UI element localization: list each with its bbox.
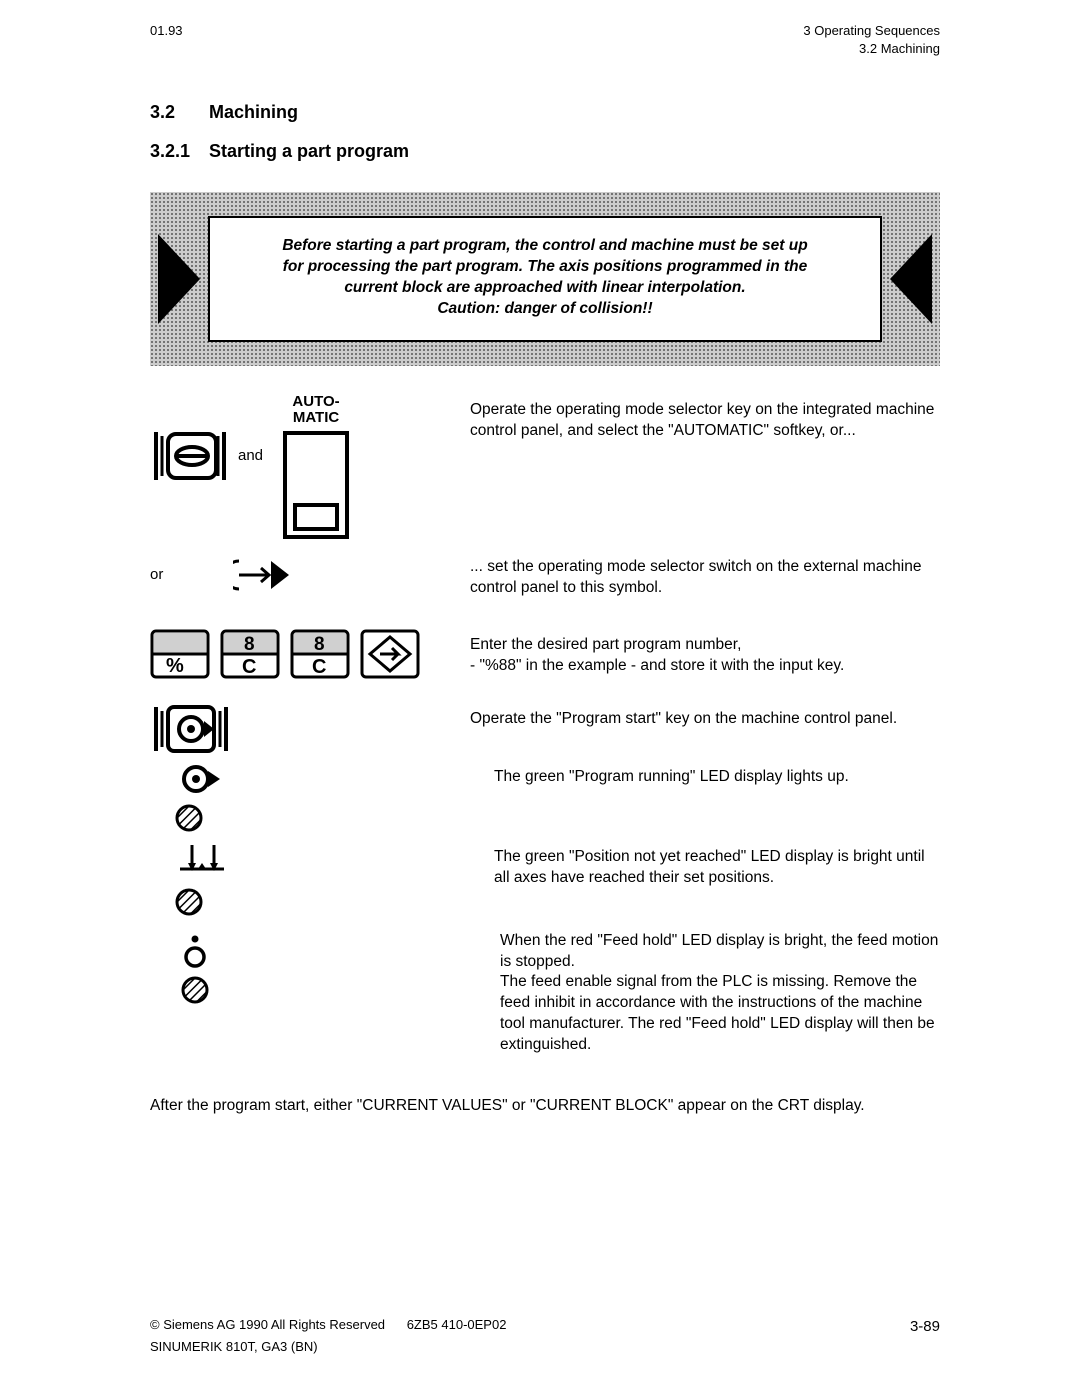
input-store-key-icon	[360, 629, 420, 681]
warning-box: Before starting a part program, the cont…	[150, 192, 940, 366]
subsection-number: 3.2.1	[150, 141, 204, 162]
header-chapter-line1: 3 Operating Sequences	[803, 22, 940, 40]
step-row-led-position: The green "Position not yet reached" LED…	[150, 841, 940, 917]
softkey-frame-icon	[281, 431, 351, 541]
led-indicator-icon	[174, 803, 204, 833]
automatic-mode-symbol-icon	[233, 557, 293, 593]
or-label: or	[150, 566, 163, 583]
page-header: 01.93 3 Operating Sequences 3.2 Machinin…	[150, 22, 940, 57]
warning-line2: for processing the part program. The axi…	[245, 257, 845, 278]
warning-arrow-left-icon	[158, 234, 200, 324]
program-running-symbol-icon	[174, 761, 230, 797]
step1-text: Operate the operating mode selector key …	[470, 394, 940, 541]
header-chapter: 3 Operating Sequences 3.2 Machining	[803, 22, 940, 57]
step7-text: When the red "Feed hold" LED display is …	[500, 925, 940, 1057]
step2-text: ... set the operating mode selector swit…	[470, 551, 940, 599]
eight-c-key-icon: 8 C	[290, 629, 350, 681]
feed-hold-symbol-icon	[180, 933, 210, 969]
page: 01.93 3 Operating Sequences 3.2 Machinin…	[0, 0, 1080, 1397]
subsection-title: Starting a part program	[209, 141, 409, 161]
softkey-automatic-label: AUTO-MATIC	[281, 394, 351, 427]
step5-text: The green "Program running" LED display …	[494, 761, 940, 833]
step3-text: Enter the desired part program number, -…	[470, 629, 940, 681]
step6-text: The green "Position not yet reached" LED…	[494, 841, 940, 917]
svg-text:8: 8	[314, 634, 325, 655]
warning-line4: Caution: danger of collision!!	[245, 299, 845, 320]
and-label: and	[238, 447, 263, 464]
warning-line3: current block are approached with linear…	[245, 278, 845, 299]
program-start-key-icon	[150, 703, 232, 755]
header-date: 01.93	[150, 22, 183, 57]
bottom-paragraph: After the program start, either "CURRENT…	[150, 1096, 940, 1117]
subsection-heading: 3.2.1 Starting a part program	[150, 141, 940, 162]
page-footer: © Siemens AG 1990 All Rights Reserved 6Z…	[150, 1316, 940, 1357]
step4-text: Operate the "Program start" key on the m…	[470, 703, 940, 755]
svg-text:8: 8	[244, 634, 255, 655]
footer-copyright: © Siemens AG 1990 All Rights Reserved	[150, 1317, 385, 1332]
section-number: 3.2	[150, 102, 204, 123]
led-indicator-icon	[180, 975, 210, 1005]
warning-arrow-right-icon	[890, 234, 932, 324]
eight-c-key-icon: 8 C	[220, 629, 280, 681]
svg-text:%: %	[166, 655, 184, 677]
section-heading: 3.2 Machining	[150, 102, 940, 123]
step-row-or: or ... set the operating mode selector s…	[150, 551, 940, 599]
mode-selector-key-icon	[150, 428, 230, 484]
footer-model: SINUMERIK 810T, GA3 (BN)	[150, 1338, 940, 1357]
footer-doc-code: 6ZB5 410-0EP02	[407, 1317, 507, 1332]
step-row-start: Operate the "Program start" key on the m…	[150, 703, 940, 755]
section-title: Machining	[209, 102, 298, 122]
warning-line1: Before starting a part program, the cont…	[245, 236, 845, 257]
step-row-led-running: The green "Program running" LED display …	[150, 761, 940, 833]
svg-text:C: C	[312, 656, 326, 678]
percent-key-icon: %	[150, 629, 210, 681]
step-row-mode: and AUTO-MATIC Operate the operating mod…	[150, 394, 940, 541]
step-row-keys: % 8 C 8 C	[150, 629, 940, 681]
footer-page-number: 3-89	[910, 1316, 940, 1338]
position-not-reached-symbol-icon	[174, 841, 230, 881]
led-indicator-icon	[174, 887, 204, 917]
warning-text: Before starting a part program, the cont…	[208, 216, 882, 342]
step-row-led-feedhold: When the red "Feed hold" LED display is …	[150, 925, 940, 1057]
header-chapter-line2: 3.2 Machining	[803, 40, 940, 58]
svg-text:C: C	[242, 656, 256, 678]
